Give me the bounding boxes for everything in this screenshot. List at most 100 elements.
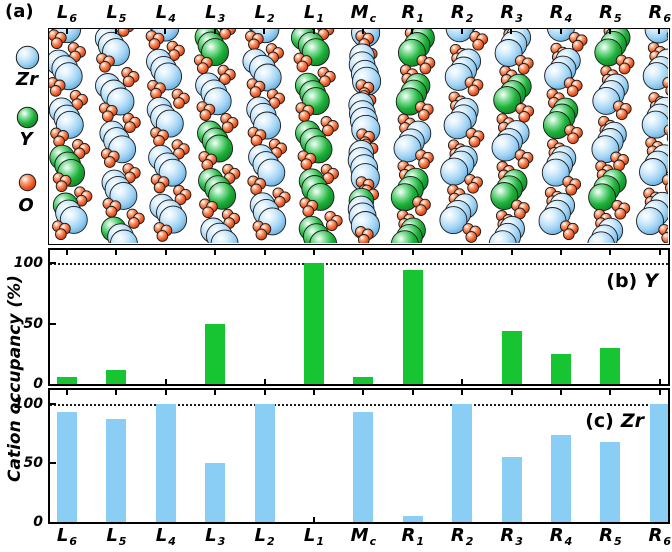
label-main: R: [450, 2, 465, 23]
label-sub: 6: [663, 535, 672, 548]
zr-atom: [443, 111, 472, 140]
o-atom: [199, 109, 212, 121]
label-main: L: [303, 525, 316, 546]
label-sub: 5: [614, 535, 622, 548]
o-atom: [50, 37, 63, 50]
structure-column-tick: [263, 29, 266, 34]
label-main: L: [56, 525, 69, 546]
o-atom: [221, 121, 234, 134]
structure-column-tick: [213, 29, 216, 34]
y-atom: [390, 230, 419, 244]
x-tick-mark: [560, 390, 562, 395]
label-sub: 2: [267, 535, 275, 548]
bar-Zr-R3: [501, 457, 522, 522]
x-tick-mark: [658, 390, 661, 395]
label-main: R: [549, 2, 564, 23]
structure-column-tick: [114, 29, 117, 34]
column-label-L1: L1: [303, 2, 324, 25]
bar-Y-R5: [600, 347, 621, 384]
column-label-R5: R5: [599, 527, 622, 548]
column-label-R6: R6: [648, 2, 672, 25]
o-atom: [566, 85, 579, 97]
o-atom: [296, 60, 309, 73]
zr-atom: [639, 158, 667, 186]
o-atom: [415, 204, 427, 216]
legend-label-zr: Zr: [16, 69, 38, 90]
x-tick-mark: [164, 379, 167, 384]
x-tick-mark: [510, 250, 513, 255]
column-label-L4: L4: [156, 527, 176, 548]
o-atom: [55, 180, 68, 193]
label-sub: 2: [465, 12, 474, 25]
label-main: R: [648, 2, 663, 23]
label-sub: 3: [217, 12, 226, 25]
y-atom: [490, 182, 519, 210]
label-sub: 6: [663, 12, 672, 25]
structure-panel: [48, 28, 670, 245]
o-atom: [196, 62, 209, 75]
panel-c-letter: (c): [585, 410, 614, 432]
label-sub: 4: [564, 535, 573, 548]
o-atom: [49, 85, 62, 97]
label-main: L: [205, 2, 217, 23]
legend-label-o: O: [18, 195, 34, 216]
label-sub: 3: [515, 12, 523, 25]
structure-column-tick: [361, 29, 364, 34]
o-atom: [117, 29, 130, 37]
structure-column-tick: [460, 29, 463, 34]
column-label-L3: L3: [205, 2, 226, 25]
o-atom: [467, 181, 479, 194]
structure-column-tick: [164, 29, 167, 34]
structure-column-tick: [65, 29, 68, 34]
o-atom: [202, 206, 214, 219]
x-tick-mark: [461, 250, 464, 255]
x-tick-mark: [461, 390, 464, 395]
o-atom: [418, 157, 430, 170]
reference-line-100: [50, 263, 668, 265]
label-sub: 4: [564, 12, 573, 25]
column-label-R1: R1: [402, 4, 425, 25]
label-sub: 3: [515, 535, 523, 548]
zr-atom: [393, 134, 422, 163]
x-tick-mark: [115, 250, 118, 255]
bar-Zr-R2: [452, 404, 473, 522]
x-tick-mark: [263, 379, 266, 384]
structure-column-tick: [312, 29, 315, 34]
y-atom: [493, 86, 522, 114]
bar-Y-L1: [304, 263, 324, 384]
panel-b-species: Y: [644, 270, 658, 292]
panel-b-tag: (b) Y: [606, 272, 658, 291]
o-atom: [298, 110, 311, 122]
column-label-R1: R1: [402, 527, 425, 548]
o-atom: [417, 109, 430, 121]
structure-column-tick: [411, 29, 414, 34]
y-atom-icon: [16, 106, 39, 129]
bar-Zr-Mc: [353, 412, 374, 522]
x-tick-mark: [214, 390, 217, 395]
label-main: R: [599, 2, 613, 23]
label-sub: 6: [69, 12, 78, 25]
o-atom: [173, 97, 185, 109]
atomic-structure: [49, 29, 669, 244]
zr-atom: [488, 230, 517, 244]
y-atom: [309, 230, 338, 244]
label-sub: 5: [118, 12, 127, 25]
o-atom: [302, 205, 315, 218]
o-atom: [357, 234, 370, 244]
bar-Y-R4: [551, 353, 571, 384]
x-tick-mark: [263, 250, 266, 255]
zr-atom: [636, 207, 664, 236]
o-atom: [99, 60, 111, 73]
o-atom: [465, 231, 478, 243]
bar-Zr-L2: [254, 404, 275, 522]
o-atom: [249, 86, 262, 98]
bar-Zr-R1: [402, 516, 423, 522]
structure-column-tick: [658, 29, 661, 34]
label-main: L: [303, 2, 316, 23]
x-tick-mark: [461, 379, 464, 384]
o-atom: [472, 38, 485, 51]
label-sub: c: [369, 12, 377, 25]
x-tick-mark: [658, 250, 661, 255]
o-atom: [101, 110, 114, 123]
